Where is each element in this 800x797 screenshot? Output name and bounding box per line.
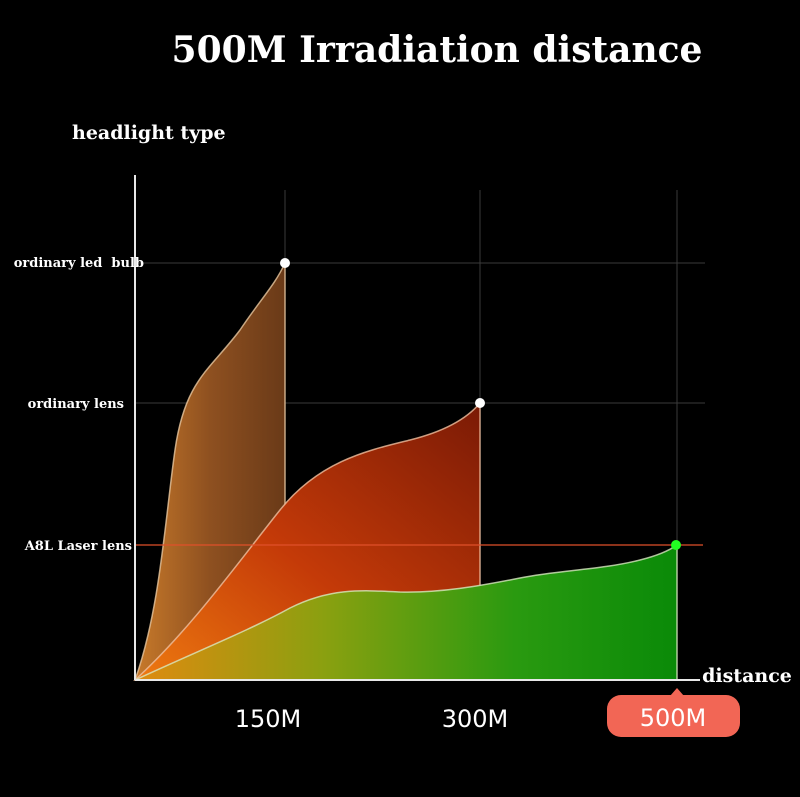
marker-a8l-laser-lens <box>671 540 681 550</box>
y-category-a8l-laser-lens: A8L Laser lens <box>24 539 132 554</box>
marker-ordinary-lens <box>475 398 485 408</box>
x-tick-150m: 150M <box>235 705 302 733</box>
x-tick-500m: 500M <box>640 704 707 732</box>
x-tick-300m: 300M <box>442 705 509 733</box>
y-category-ordinary-led-bulb: ordinary led bulb <box>14 256 144 271</box>
badge-pointer <box>670 688 684 696</box>
marker-ordinary-led-bulb <box>280 258 290 268</box>
y-axis-label: headlight type <box>72 122 226 144</box>
x-axis-label: distance <box>702 665 792 687</box>
area-a8l-laser-lens <box>134 543 678 681</box>
highlight-badge <box>607 688 740 737</box>
y-category-ordinary-lens: ordinary lens <box>28 397 124 412</box>
badge-background <box>607 695 740 737</box>
axes <box>134 175 700 681</box>
chart-title: 500M Irradiation distance <box>172 29 703 71</box>
